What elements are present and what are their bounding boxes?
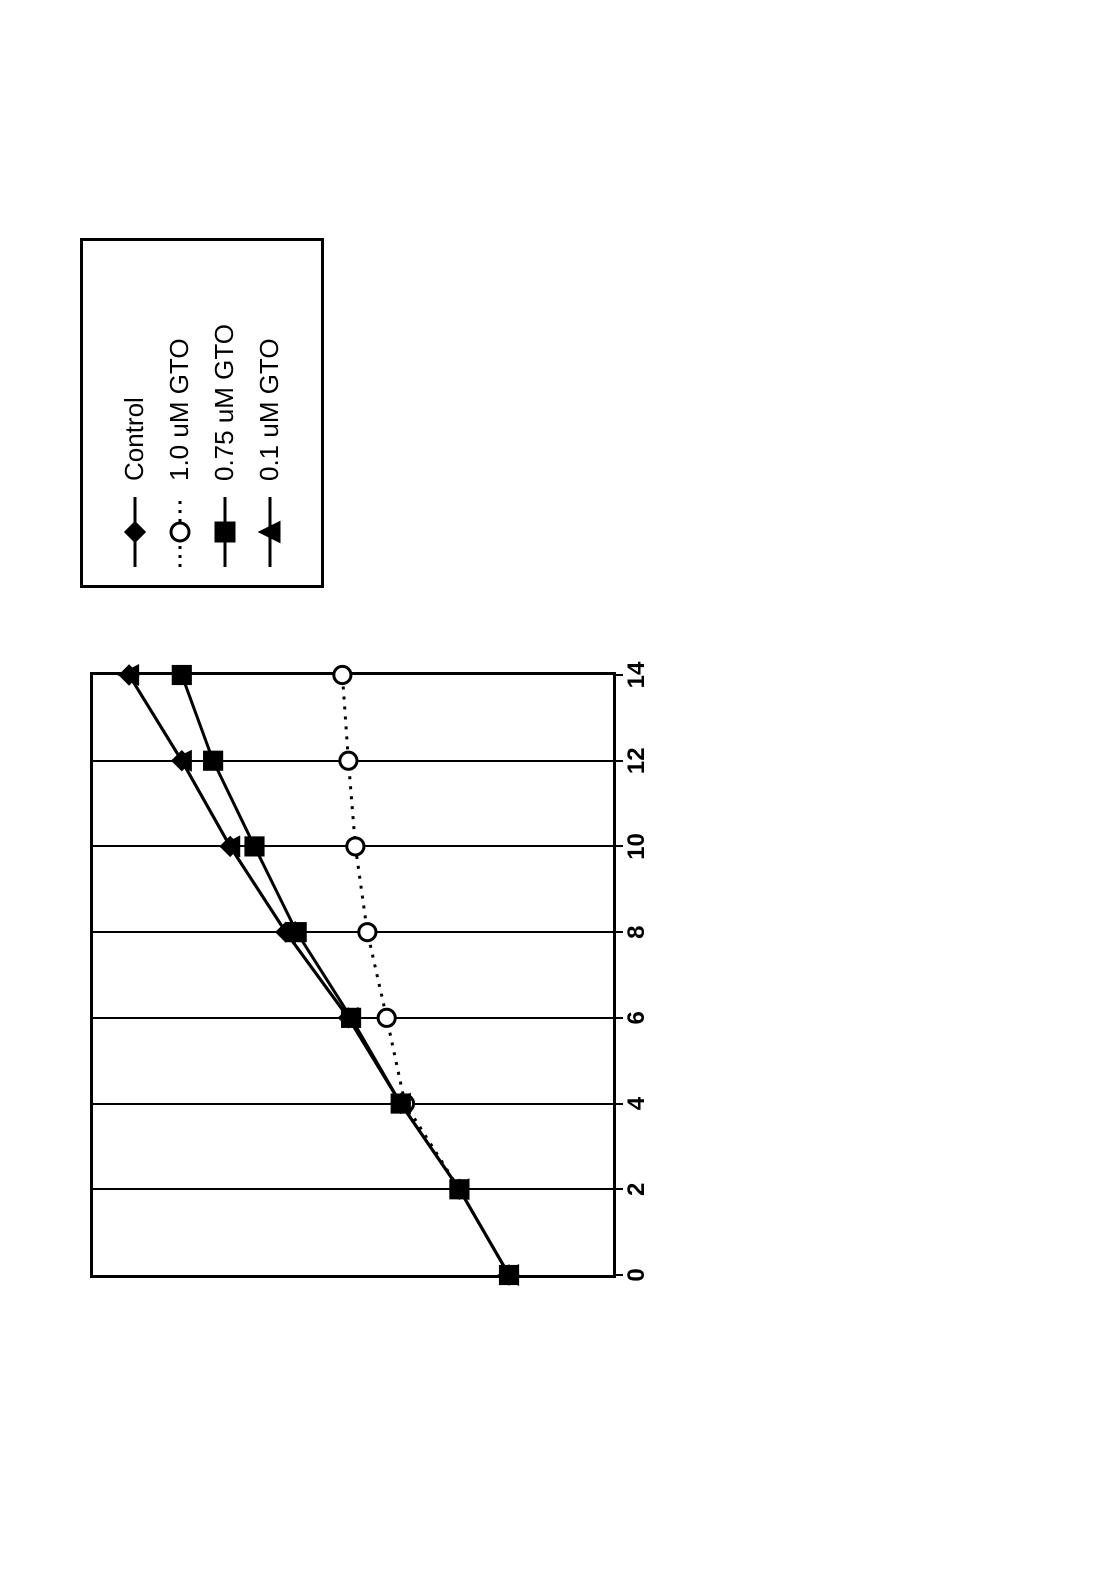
series-marker-gto_1_0 [378,1009,395,1026]
series-marker-gto_1_0 [359,924,376,941]
plot-svg [93,675,613,1275]
x-tick-label: 12 [613,747,651,774]
x-tick-label: 2 [613,1183,651,1196]
series-marker-gto_1_0 [347,838,364,855]
legend-item-gto_0_75: 0.75 uM GTO [209,259,240,567]
series-marker-gto_1_0 [334,666,351,683]
x-tick-label: 14 [613,662,651,689]
x-tick-label: 6 [613,1011,651,1024]
legend-label: 1.0 uM GTO [164,338,195,481]
x-tick-label: 10 [613,833,651,860]
chart-area: 0 2 4 6 8 10 12 14 [70,648,710,1398]
legend-item-gto_1_0: 1.0 uM GTO [164,259,195,567]
y-minor-ticks [93,1275,613,1285]
x-tick-label: 8 [613,925,651,938]
legend-symbol-gto_0_1 [255,497,285,567]
legend-label: 0.1 uM GTO [254,338,285,481]
legend-item-gto_0_1: 0.1 uM GTO [254,259,285,567]
legend-item-control: Control [119,259,150,567]
legend-symbol-gto_1_0 [165,497,195,567]
legend: Control 1.0 uM GTO 0.75 uM GTO 0.1 uM GTO [80,238,324,588]
series-marker-gto_0_75 [173,666,190,683]
series-line-gto_1_0 [342,675,509,1275]
series-marker-gto_0_75 [246,838,263,855]
x-tick-label: 4 [613,1097,651,1110]
series-marker-gto_1_0 [340,752,357,769]
x-tick-label: 0 [613,1268,651,1281]
page: 0 2 4 6 8 10 12 14 Control 1.0 uM GTO 0.75 uM GTO… [0,0,1097,1588]
rotated-content: 0 2 4 6 8 10 12 14 Control 1.0 uM GTO 0.75 uM GTO… [0,0,1097,1588]
legend-symbol-control [120,497,150,567]
legend-label: 0.75 uM GTO [209,324,240,481]
legend-symbol-gto_0_75 [210,497,240,567]
legend-label: Control [119,397,150,481]
plot-box: 02468101214 [90,672,616,1278]
series-marker-gto_0_75 [205,752,222,769]
